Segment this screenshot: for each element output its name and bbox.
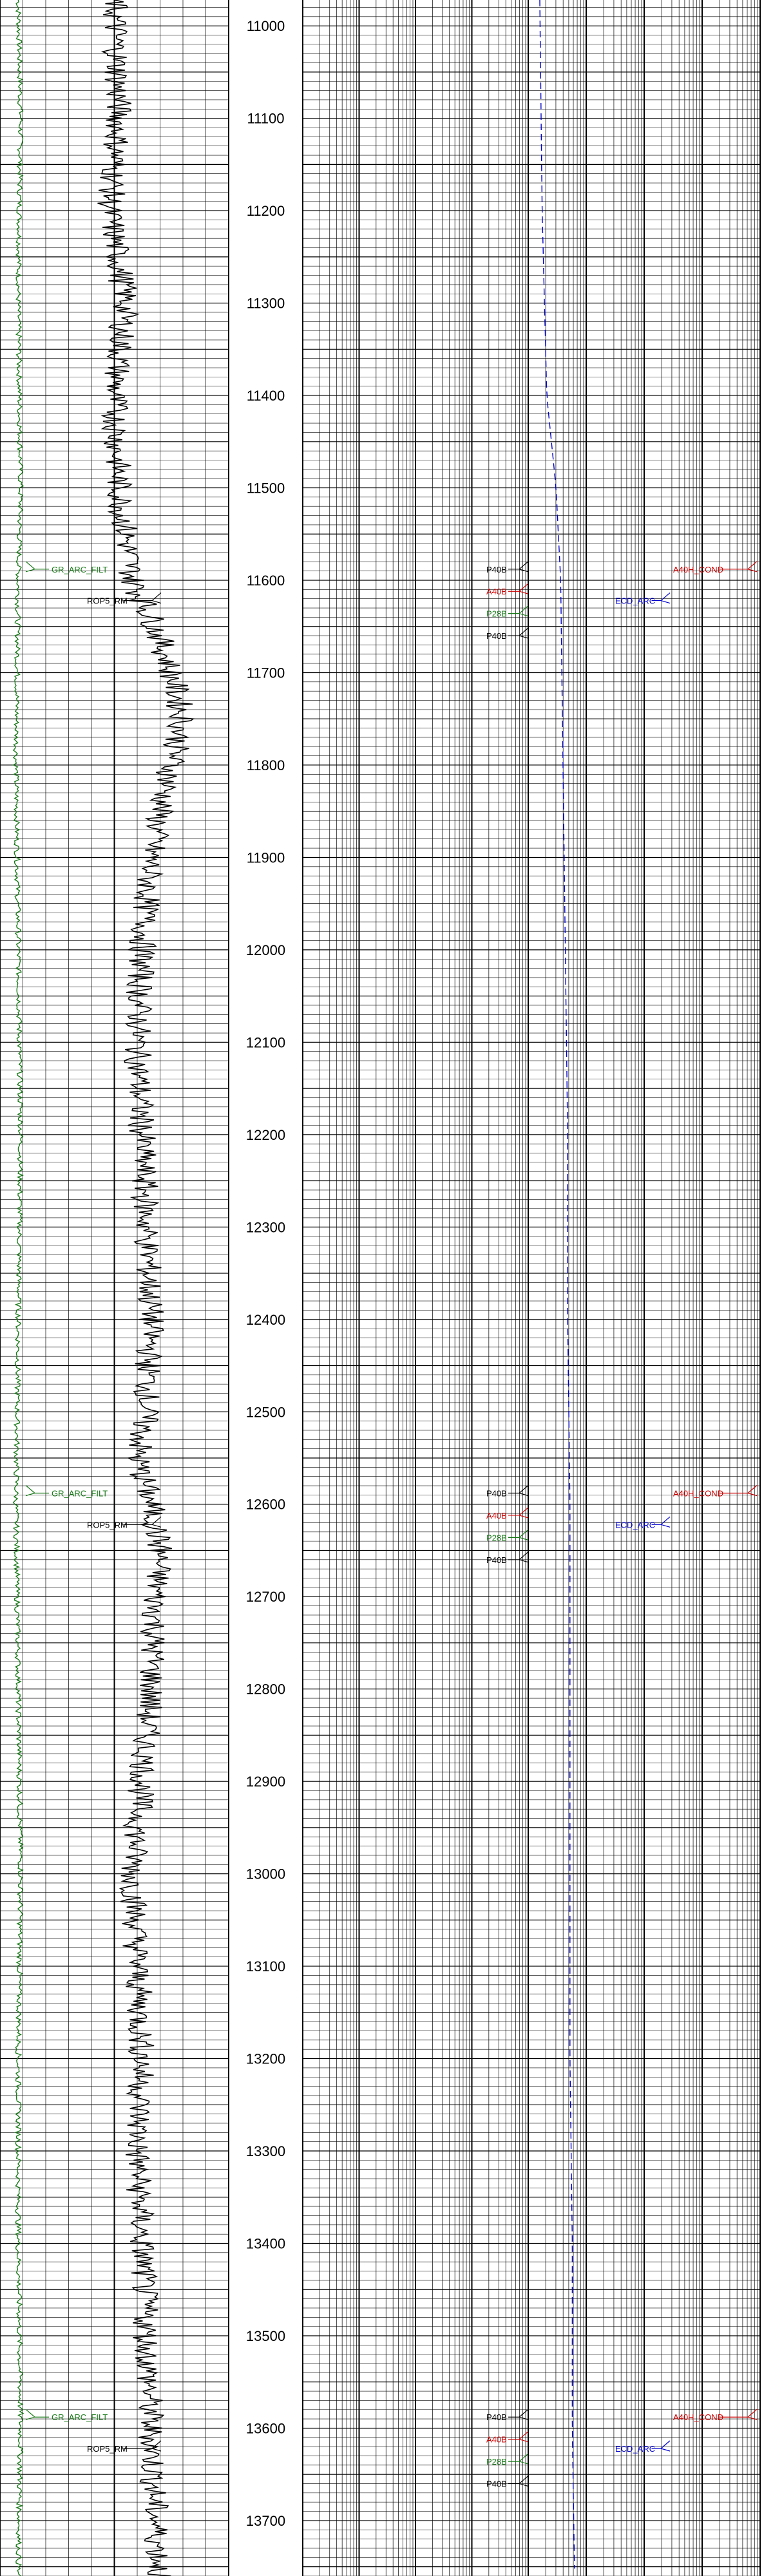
curve-label: P40B — [486, 2412, 507, 2422]
curve-label: A40B — [486, 587, 507, 596]
curve-series — [12, 0, 24, 2576]
depth-label: 11100 — [247, 111, 285, 127]
depth-label: 11200 — [247, 203, 285, 219]
depth-label: 13100 — [246, 1958, 285, 1975]
curve-label-leader — [651, 2440, 671, 2452]
curve-label-leader — [508, 2431, 529, 2443]
curve-label: A40H_COND — [673, 1489, 723, 1499]
depth-label: 13000 — [246, 1866, 285, 1882]
depth-label: 13500 — [246, 2328, 285, 2344]
depth-label: 11300 — [247, 296, 285, 312]
depth-label: 11000 — [247, 18, 285, 34]
curve-label: P40B — [486, 631, 507, 641]
curve-label: P40B — [486, 1489, 507, 1499]
curve-label: A40B — [486, 1511, 507, 1520]
depth-label: 13700 — [246, 2513, 285, 2529]
curve-label-leader — [25, 561, 49, 573]
curve-label-leader — [508, 1551, 529, 1563]
depth-label: 11600 — [247, 573, 285, 589]
depth-label: 11900 — [247, 849, 285, 866]
curve-label: ROP5_RM — [87, 596, 128, 606]
depth-label: 12900 — [246, 1774, 285, 1790]
curve-label: P40B — [486, 565, 507, 574]
depth-label: 12700 — [246, 1589, 285, 1605]
curve-label: P28B — [486, 2457, 507, 2467]
depth-labels: 11000 11100 11200 11300 11400 11500 11600 11700… — [246, 18, 285, 2529]
curve-label-leader — [508, 1507, 529, 1519]
depth-label: 12800 — [246, 1681, 285, 1698]
depth-label: 11400 — [247, 388, 285, 404]
depth-label: 12000 — [246, 942, 285, 958]
curve-series — [539, 0, 575, 2569]
curve-label-leader — [508, 627, 529, 639]
curve-label-leader — [123, 2440, 162, 2452]
depth-label: 13600 — [246, 2420, 285, 2436]
curve-label-leader — [508, 2453, 529, 2465]
curve-label: A40H_COND — [673, 565, 723, 574]
curve-label-leader — [508, 1485, 529, 1497]
curve-label-leader — [123, 1516, 162, 1528]
curve-label: ECD_ARC — [615, 1520, 655, 1530]
curve-label-leader — [508, 561, 529, 573]
depth-label: 12200 — [246, 1127, 285, 1143]
curve-label-leader — [719, 561, 758, 573]
curve-label: ECD_ARC — [615, 596, 655, 606]
curve-label-leader — [651, 592, 671, 604]
depth-label: 11800 — [247, 757, 285, 773]
curve-label: A40H_COND — [673, 2412, 723, 2422]
curve-label: GR_ARC_FILT — [52, 1489, 108, 1499]
depth-label: 12100 — [246, 1034, 285, 1050]
curve-labels: GR_ARC_FILT GR_ARC_FILT GR_ARC_FILT ROP5_RM… — [25, 561, 758, 2489]
curve-label-leader — [25, 2409, 49, 2420]
curve-label-leader — [25, 1485, 49, 1497]
depth-label: 12600 — [246, 1497, 285, 1513]
curve-label: GR_ARC_FILT — [52, 2412, 108, 2422]
depth-label: 12500 — [246, 1404, 285, 1420]
curve-label: A40B — [486, 2435, 507, 2445]
curve-label: ROP5_RM — [87, 1520, 128, 1530]
curve-label-leader — [651, 1516, 671, 1528]
depth-label: 13400 — [246, 2236, 285, 2252]
curve-label: P28B — [486, 609, 507, 619]
curve-label-leader — [508, 583, 529, 594]
depth-label: 12400 — [246, 1312, 285, 1328]
curve-label-leader — [719, 2409, 758, 2420]
curve-label: P40B — [486, 1555, 507, 1565]
curve-label: ROP5_RM — [87, 2444, 128, 2454]
depth-label: 13200 — [246, 2051, 285, 2067]
curve-label-leader — [508, 2409, 529, 2420]
depth-label: 11700 — [247, 665, 285, 681]
curve-series — [97, 0, 195, 2576]
curve-label-leader — [123, 592, 162, 604]
curve-label: P40B — [486, 2479, 507, 2489]
curve-label-leader — [508, 605, 529, 617]
curve-label: GR_ARC_FILT — [52, 565, 108, 574]
curve-label-leader — [508, 1529, 529, 1540]
curve-label: P28B — [486, 1533, 507, 1542]
curve-label: ECD_ARC — [615, 2444, 655, 2454]
depth-label: 11500 — [247, 480, 285, 497]
depth-label: 13300 — [246, 2143, 285, 2159]
curve-label-leader — [508, 2476, 529, 2487]
depth-label: 12300 — [246, 1219, 285, 1235]
log-curves — [12, 0, 575, 2576]
curve-label-leader — [719, 1485, 758, 1497]
